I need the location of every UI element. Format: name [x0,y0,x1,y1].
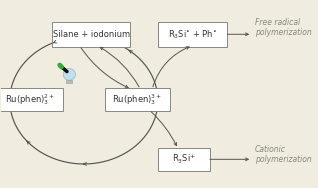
FancyBboxPatch shape [158,22,227,47]
Text: Ru(phen)$_3^{3+}$: Ru(phen)$_3^{3+}$ [113,92,162,107]
Text: R$_3$Si$^{+}$: R$_3$Si$^{+}$ [172,153,196,166]
Text: Free radical
polymerization: Free radical polymerization [255,18,312,37]
Text: R$_3$Si$^{\bullet}$ + Ph$^{\bullet}$: R$_3$Si$^{\bullet}$ + Ph$^{\bullet}$ [168,28,217,41]
Ellipse shape [63,69,75,80]
Text: Ru(phen)$_3^{2+}$: Ru(phen)$_3^{2+}$ [5,92,55,107]
Text: Silane + iodonium: Silane + iodonium [52,30,130,39]
FancyBboxPatch shape [158,148,210,171]
FancyBboxPatch shape [66,80,72,83]
FancyBboxPatch shape [105,88,170,111]
FancyBboxPatch shape [52,22,130,47]
Text: Cationic
polymerization: Cationic polymerization [255,145,312,164]
FancyBboxPatch shape [0,88,63,111]
